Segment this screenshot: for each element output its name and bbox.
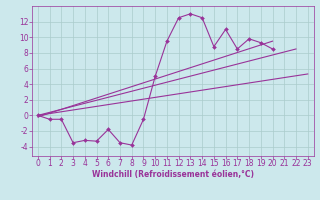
- X-axis label: Windchill (Refroidissement éolien,°C): Windchill (Refroidissement éolien,°C): [92, 170, 254, 179]
